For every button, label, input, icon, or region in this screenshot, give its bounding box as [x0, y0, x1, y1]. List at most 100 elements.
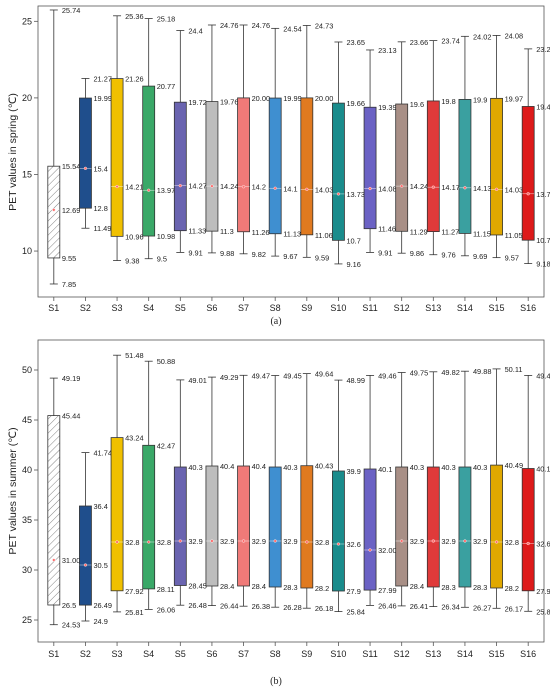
q1-value-label: 28.4 [410, 582, 424, 591]
summer-boxplot-panel: PET values in summer (℃) (b) 25 30 35 40 45 5… [7, 339, 550, 687]
q1-value-label: 28.45 [188, 582, 207, 591]
median-value-label: 32.8 [315, 538, 329, 547]
median-marker [115, 540, 119, 544]
x-tick-label: S9 [301, 303, 312, 313]
q1-value-label: 10.7 [346, 236, 360, 245]
q1-value-label: 28.3 [441, 583, 455, 592]
x-tick-label: S13 [425, 649, 441, 659]
q1-value-label: 27.92 [125, 587, 144, 596]
q3-value-label: 20.77 [157, 82, 176, 91]
min-value-label: 9.38 [125, 257, 139, 266]
x-tick-label: S7 [238, 649, 249, 659]
x-tick-label: S13 [425, 303, 441, 313]
q3-value-label: 40.3 [410, 463, 424, 472]
box-s9 [300, 97, 314, 236]
y-tick-label: 10 [22, 246, 32, 256]
min-value-label: 26.44 [220, 602, 239, 611]
x-tick-label: S16 [520, 649, 536, 659]
max-value-label: 25.36 [125, 12, 144, 21]
x-tick-label: S14 [457, 303, 473, 313]
q3-value-label: 19.39 [378, 103, 397, 112]
min-value-label: 24.53 [62, 621, 81, 630]
q1-value-label: 11.13 [283, 230, 301, 239]
max-value-label: 41.74 [93, 449, 112, 458]
max-value-label: 49.45 [283, 372, 302, 381]
box-s16 [521, 468, 535, 592]
box-s10 [332, 102, 345, 241]
box-s8 [268, 466, 282, 588]
median-value-label: 32.9 [473, 537, 487, 546]
q1-value-label: 26.5 [62, 601, 76, 610]
median-marker [336, 192, 341, 196]
q3-value-label: 15.54 [62, 162, 81, 171]
q1-value-label: 11.3 [220, 227, 234, 236]
box-s5 [173, 466, 187, 586]
min-value-label: 26.06 [157, 605, 176, 614]
panel-caption: (b) [270, 676, 282, 687]
median-marker [210, 184, 214, 188]
median-marker [147, 188, 151, 192]
box-s13 [426, 466, 440, 588]
median-value-label: 32.9 [188, 537, 202, 546]
median-marker [526, 541, 530, 546]
box-s1 [47, 165, 61, 259]
max-value-label: 24.76 [252, 21, 271, 30]
median-value-label: 32.6 [346, 540, 360, 549]
box-s8 [268, 97, 282, 235]
box-s2 [79, 505, 92, 606]
q1-value-label: 28.2 [315, 584, 329, 593]
max-value-label: 25.18 [157, 15, 176, 24]
q3-value-label: 19.44 [536, 102, 550, 111]
q1-value-label: 26.49 [93, 601, 112, 610]
median-marker [494, 187, 499, 191]
y-tick-label: 25 [22, 615, 32, 625]
max-value-label: 24.02 [473, 32, 492, 41]
median-marker [305, 187, 309, 191]
q3-value-label: 40.3 [283, 463, 297, 472]
median-marker [178, 184, 182, 188]
plot-frame [37, 5, 545, 298]
box-s6 [205, 101, 219, 232]
x-tick-label: S9 [301, 649, 312, 659]
box-s2 [79, 97, 92, 209]
max-value-label: 50.88 [157, 357, 176, 366]
q1-value-label: 11.46 [378, 225, 396, 234]
box-s3 [110, 78, 124, 237]
median-marker [494, 540, 499, 544]
median-value-label: 14.13 [473, 184, 492, 193]
q1-value-label: 12.8 [93, 204, 107, 213]
box-s11 [363, 468, 377, 591]
q3-value-label: 20.00 [252, 94, 271, 103]
q3-value-label: 21.26 [125, 75, 144, 84]
x-tick-label: S15 [489, 649, 505, 659]
y-axis-label: PET values in spring (℃) [7, 93, 19, 211]
median-value-label: 14.17 [441, 183, 460, 192]
x-tick-label: S10 [330, 649, 346, 659]
box-s10 [332, 470, 345, 592]
x-tick-label: S12 [394, 303, 410, 313]
min-value-label: 26.34 [441, 603, 460, 612]
box-s9 [300, 465, 314, 589]
median-value-label: 13.74 [536, 190, 550, 199]
median-marker [526, 192, 530, 196]
min-value-label: 9.88 [220, 249, 234, 258]
median-marker [431, 185, 435, 189]
median-marker [400, 539, 404, 543]
q1-value-label: 28.3 [473, 583, 487, 592]
min-value-label: 26.46 [378, 601, 397, 610]
median-marker [273, 539, 277, 543]
q3-value-label: 43.24 [125, 434, 144, 443]
max-value-label: 21.27 [93, 74, 112, 83]
q1-value-label: 28.2 [505, 584, 519, 593]
min-value-label: 9.82 [252, 250, 266, 259]
q1-value-label: 11.33 [188, 227, 206, 236]
max-value-label: 49.82 [441, 368, 460, 377]
q1-value-label: 27.9 [346, 587, 360, 596]
median-value-label: 32.00 [378, 546, 397, 555]
median-marker [400, 184, 404, 188]
median-marker [83, 166, 88, 170]
box-s13 [426, 100, 440, 233]
min-value-label: 7.85 [62, 280, 76, 289]
box-s11 [363, 106, 377, 230]
median-value-label: 13.97 [157, 186, 176, 195]
